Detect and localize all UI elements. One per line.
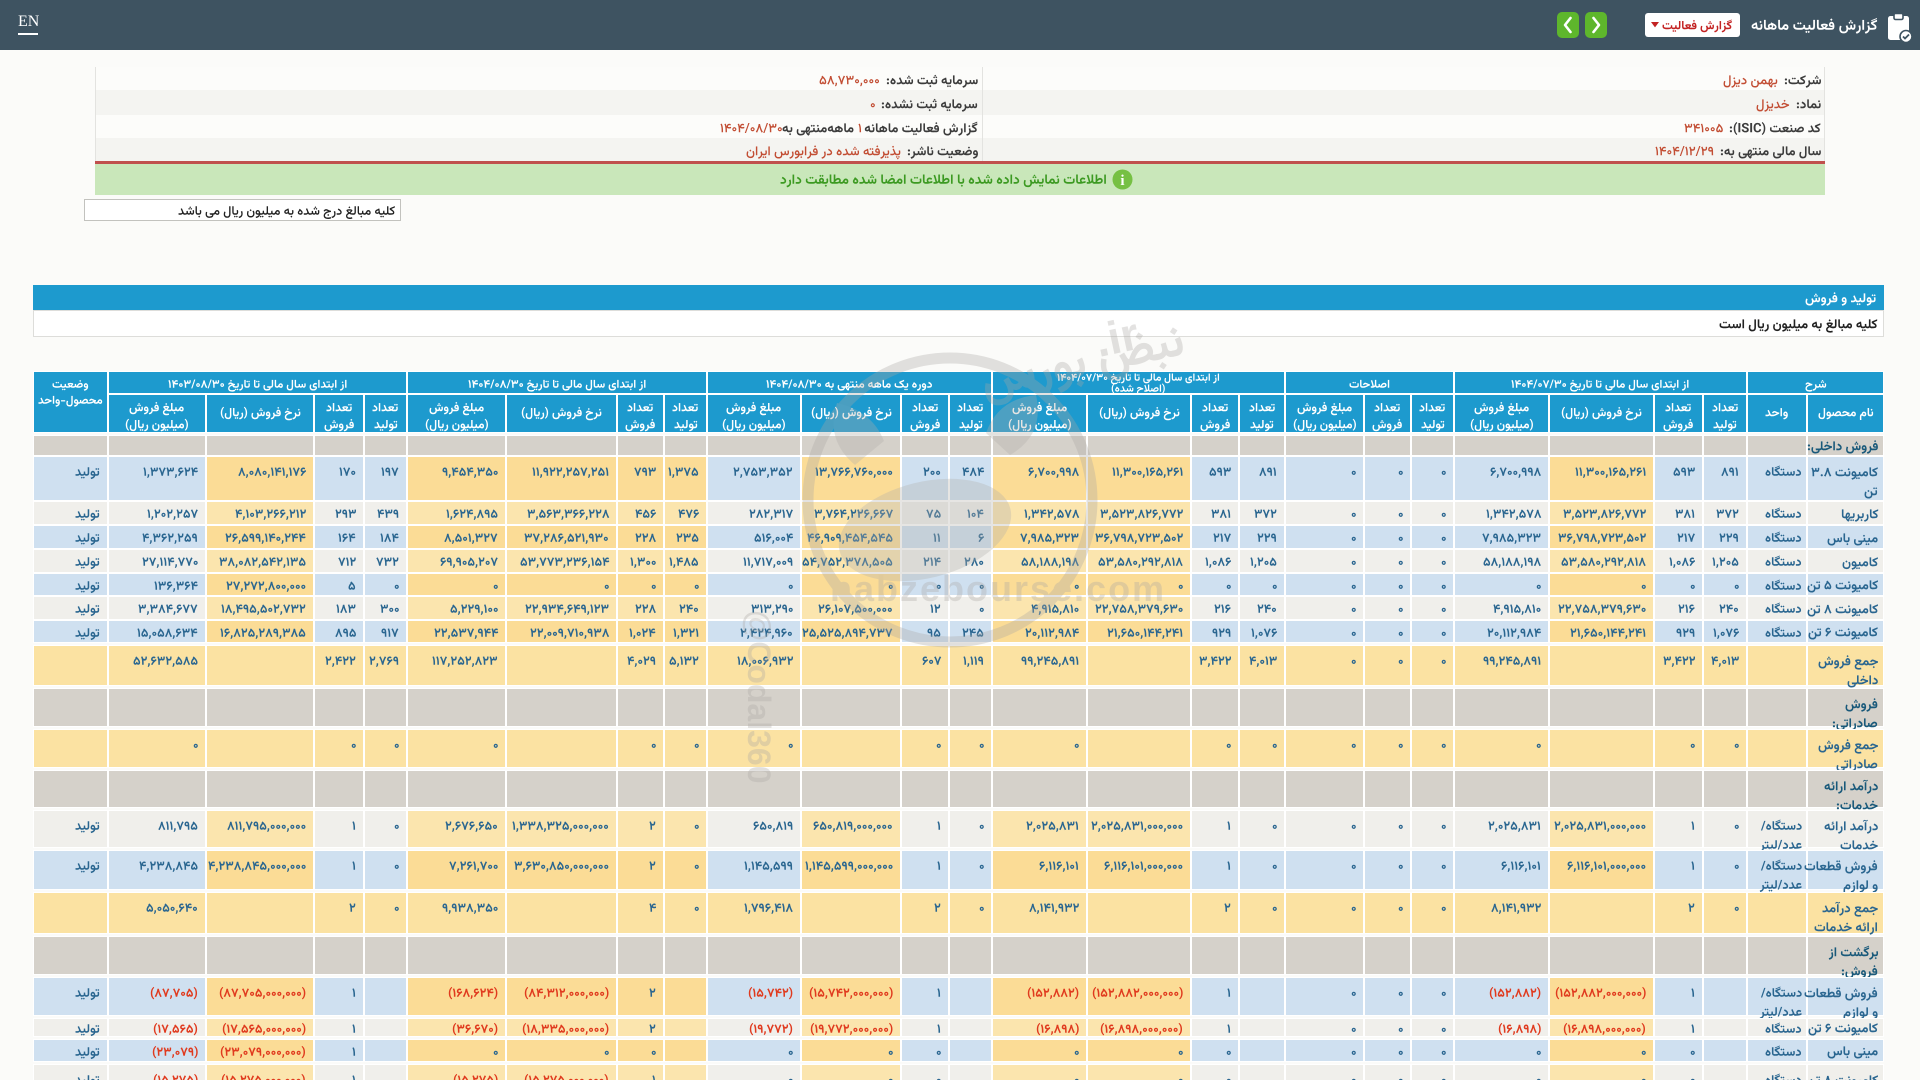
svg-text:i: i: [1120, 173, 1124, 189]
